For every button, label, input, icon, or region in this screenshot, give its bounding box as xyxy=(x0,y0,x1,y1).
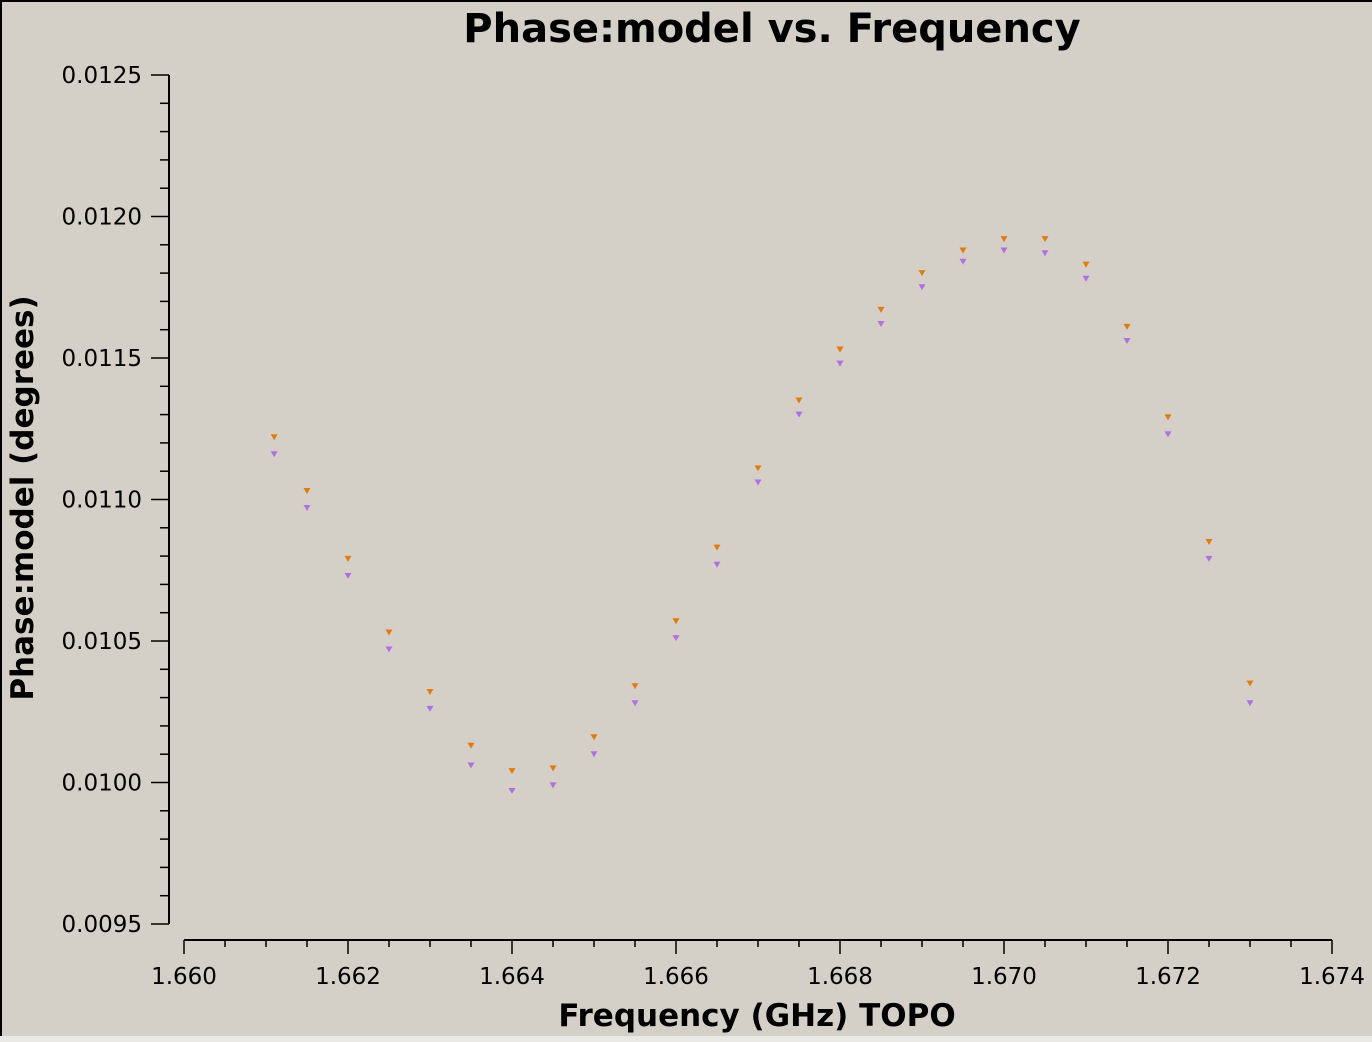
scatter-point xyxy=(426,705,434,712)
y-tick-label: 0.0105 xyxy=(62,629,142,655)
x-tick-label: 1.674 xyxy=(1299,964,1365,990)
y-tick-label: 0.0125 xyxy=(62,63,142,89)
scatter-point xyxy=(754,479,762,486)
scatter-point xyxy=(508,787,516,794)
chart-title: Phase:model vs. Frequency xyxy=(463,6,1080,52)
x-tick-label: 1.664 xyxy=(479,964,545,990)
scatter-point xyxy=(1000,247,1008,254)
scatter-point xyxy=(1164,414,1172,421)
scatter-point xyxy=(672,618,680,625)
scatter-point xyxy=(467,742,475,749)
x-tick-label: 1.668 xyxy=(807,964,873,990)
scatter-point xyxy=(1246,700,1254,707)
scatter-point xyxy=(1246,680,1254,687)
y-axis-label: Phase:model (degrees) xyxy=(5,295,41,700)
scatter-point xyxy=(426,688,434,695)
scatter-point xyxy=(303,488,311,495)
scatter-point xyxy=(270,451,278,458)
scatter-point xyxy=(467,762,475,769)
scatter-point xyxy=(1164,431,1172,438)
scatter-point xyxy=(1041,250,1049,257)
x-tick-label: 1.670 xyxy=(971,964,1037,990)
scatter-point xyxy=(836,346,844,353)
scatter-point xyxy=(1000,236,1008,243)
scatter-point xyxy=(836,360,844,367)
scatter-point xyxy=(631,683,639,690)
scatter-point xyxy=(877,321,885,328)
scatter-point xyxy=(1082,275,1090,282)
scatter-point xyxy=(508,768,516,775)
scatter-point xyxy=(631,700,639,707)
y-tick-label: 0.0115 xyxy=(62,346,142,372)
scatter-point xyxy=(385,629,393,636)
scatter-point xyxy=(1041,236,1049,243)
scatter-point xyxy=(754,465,762,472)
scatter-point xyxy=(959,258,967,265)
y-tick-label: 0.0095 xyxy=(62,912,142,938)
y-axis: 0.0095 0.0100 0.0105 0.0110 0.0115 0.0120 0.01… xyxy=(62,63,170,938)
scatter-point xyxy=(795,411,803,418)
scatter-point xyxy=(385,646,393,653)
scatter-point xyxy=(795,397,803,404)
scatter-point xyxy=(1123,338,1131,345)
scatter-point xyxy=(672,635,680,642)
scatter-point xyxy=(549,765,557,772)
y-tick-label: 0.0110 xyxy=(62,488,142,514)
x-tick-label: 1.660 xyxy=(151,964,217,990)
scatter-point xyxy=(918,284,926,291)
scatter-point xyxy=(344,555,352,562)
x-tick-label: 1.672 xyxy=(1135,964,1201,990)
scatter-point xyxy=(713,544,721,551)
x-axis: 1.660 1.662 1.664 1.666 1.668 1.670 1.672 1.674 xyxy=(151,939,1365,990)
scatter-point xyxy=(344,572,352,579)
scatter-point xyxy=(877,306,885,313)
bottom-strip xyxy=(0,1036,1372,1042)
data-points xyxy=(270,236,1254,794)
scatter-point xyxy=(959,247,967,254)
scatter-point xyxy=(713,561,721,568)
scatter-point xyxy=(1205,555,1213,562)
y-tick-label: 0.0100 xyxy=(62,771,142,797)
x-tick-label: 1.666 xyxy=(643,964,709,990)
scatter-point xyxy=(590,734,598,741)
x-axis-label: Frequency (GHz) TOPO xyxy=(558,998,955,1034)
x-tick-label: 1.662 xyxy=(315,964,381,990)
scatter-point xyxy=(1082,261,1090,268)
scatter-point xyxy=(270,434,278,441)
scatter-point xyxy=(918,270,926,277)
scatter-point xyxy=(1205,538,1213,545)
scatter-point xyxy=(303,504,311,511)
y-tick-label: 0.0120 xyxy=(62,205,142,231)
scatter-point xyxy=(1123,323,1131,330)
scatter-point xyxy=(549,782,557,789)
scatter-point xyxy=(590,751,598,758)
